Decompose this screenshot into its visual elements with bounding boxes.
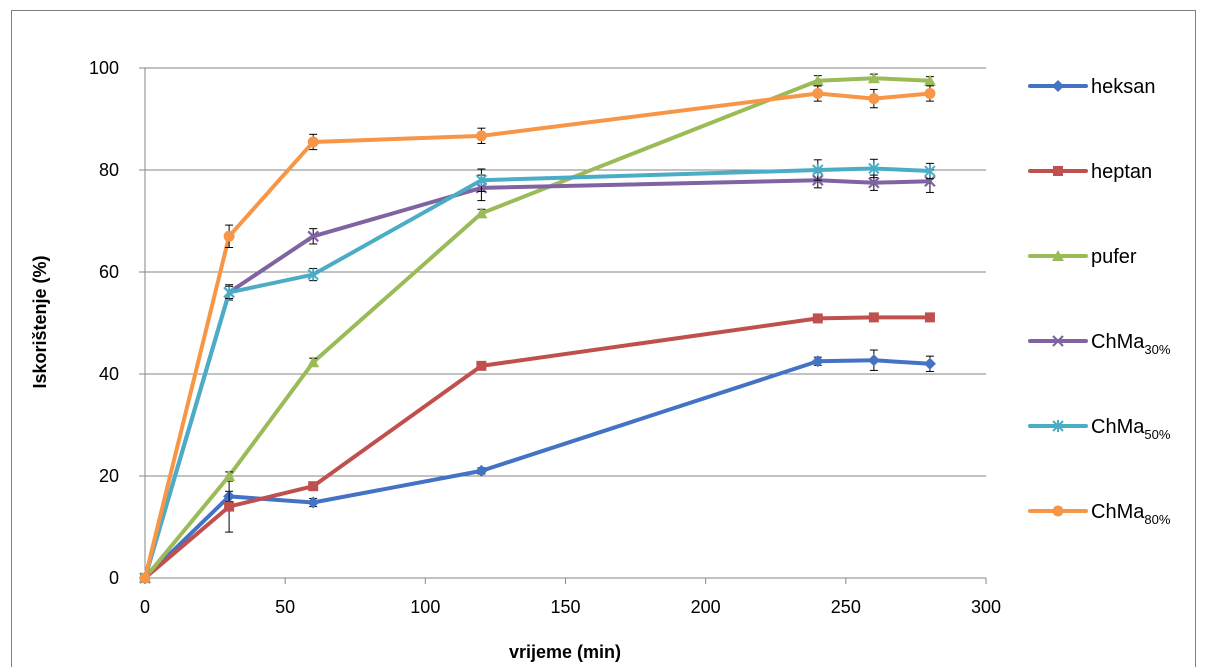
data-point (307, 268, 319, 281)
legend-label: heksan (1091, 76, 1156, 98)
data-point (476, 360, 487, 371)
data-point (475, 174, 488, 187)
x-tick-label: 0 (140, 597, 150, 617)
legend-marker (1052, 80, 1064, 92)
legend-label-subscript: 30% (1144, 342, 1170, 357)
data-point (307, 496, 320, 509)
series-2 (140, 312, 935, 583)
data-point (868, 162, 880, 175)
data-point (307, 136, 319, 148)
y-axis-title: Iskorištenje (%) (30, 255, 50, 388)
x-tick-label: 100 (410, 597, 440, 617)
data-point (223, 286, 235, 299)
data-point (868, 93, 880, 105)
data-point (812, 88, 824, 99)
data-point (923, 357, 936, 370)
legend-marker (1052, 335, 1064, 347)
data-point (307, 356, 320, 368)
data-point (223, 470, 236, 481)
series-group (139, 72, 936, 584)
data-point (868, 312, 879, 323)
data-point (308, 481, 319, 492)
legend-marker (1053, 166, 1063, 176)
y-tick-label: 100 (89, 58, 119, 78)
legend-marker (1052, 505, 1064, 517)
x-tick-label: 250 (831, 597, 861, 617)
data-point (475, 207, 488, 219)
data-point (924, 312, 935, 323)
data-point (812, 164, 824, 176)
legend-label-subscript: 80% (1144, 512, 1170, 527)
y-tick-label: 40 (99, 364, 119, 384)
legend-item-1: heksan (1028, 76, 1156, 98)
series-5 (139, 158, 936, 584)
data-point (812, 313, 823, 324)
legend-label-main: ChMa (1091, 501, 1145, 523)
legend-label: heptan (1091, 161, 1152, 183)
y-tick-label: 80 (99, 160, 119, 180)
data-point (924, 175, 936, 187)
legend-label: pufer (1091, 246, 1137, 268)
legend-label-main: heksan (1091, 76, 1156, 98)
data-point (307, 230, 319, 243)
data-point (811, 355, 824, 368)
data-point (923, 74, 936, 86)
x-tick-label: 200 (691, 597, 721, 617)
data-point (867, 354, 880, 367)
legend-label-main: ChMa (1091, 331, 1145, 353)
legend-marker (1052, 250, 1064, 261)
legend-item-5: ChMa50% (1028, 416, 1171, 442)
chart-frame (11, 10, 1196, 671)
y-tick-label: 60 (99, 262, 119, 282)
data-point (924, 88, 936, 99)
data-point (868, 176, 880, 189)
data-point (475, 130, 487, 142)
legend-label-main: heptan (1091, 161, 1152, 183)
legend-label: ChMa30% (1091, 331, 1171, 357)
data-point (475, 464, 488, 477)
legend-item-2: heptan (1028, 161, 1152, 183)
legend-item-6: ChMa80% (1028, 501, 1171, 527)
legend-label: ChMa50% (1091, 416, 1171, 442)
legend-label-subscript: 50% (1144, 427, 1170, 442)
data-point (867, 72, 880, 84)
legend-label-main: pufer (1091, 246, 1137, 268)
data-point (811, 74, 824, 86)
legend-item-3: pufer (1028, 246, 1137, 268)
legend-item-4: ChMa30% (1028, 331, 1171, 357)
y-tick-label: 0 (109, 568, 119, 588)
legend-label: ChMa80% (1091, 501, 1171, 527)
data-point (224, 501, 235, 512)
data-point (924, 165, 936, 178)
x-tick-label: 150 (550, 597, 580, 617)
x-tick-label: 300 (971, 597, 1001, 617)
y-tick-label: 20 (99, 466, 119, 486)
series-3 (139, 72, 936, 583)
x-axis-title: vrijeme (min) (509, 642, 621, 662)
series-6 (139, 85, 936, 584)
axes: 0 20 40 60 80 100 0 50 100 150 200 250 300 (89, 58, 1001, 617)
legend-label-main: ChMa (1091, 416, 1145, 438)
legend-marker (1052, 420, 1064, 432)
data-point (223, 230, 235, 242)
x-tick-label: 50 (275, 597, 295, 617)
data-point (139, 572, 151, 584)
